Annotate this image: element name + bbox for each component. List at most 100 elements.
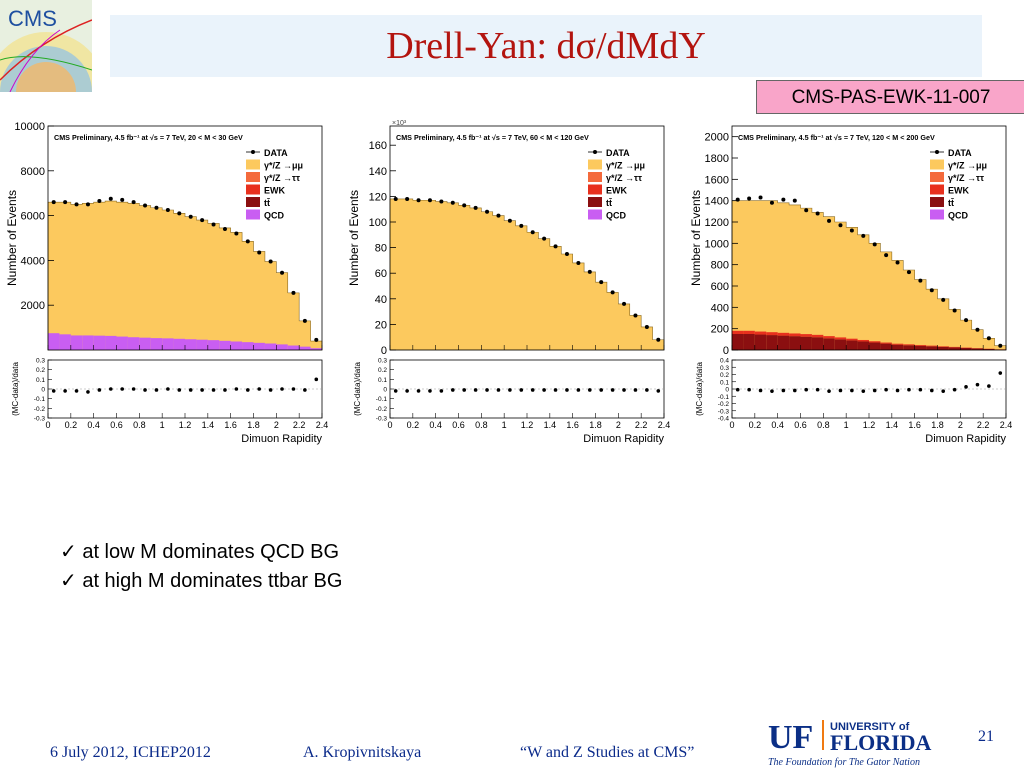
bg-bar-ewk	[754, 331, 767, 335]
ratio-y-tick-label: -0.2	[718, 401, 730, 408]
legend-swatch	[588, 172, 602, 182]
ratio-point	[781, 388, 786, 393]
data-point	[485, 209, 490, 214]
ratio-point	[280, 387, 284, 391]
data-point	[599, 280, 604, 285]
ratio-point	[565, 388, 569, 392]
cms-logo: CMS	[0, 0, 92, 92]
bg-bar-ttbar	[983, 348, 995, 350]
ratio-point	[815, 387, 820, 392]
data-point	[257, 250, 262, 255]
chart-header: CMS Preliminary, 4.5 fb⁻¹ at √s = 7 TeV,…	[738, 133, 935, 142]
x-tick-label: 0.8	[475, 420, 488, 430]
data-point	[108, 196, 113, 201]
data-point	[769, 200, 774, 205]
y-tick-label: 600	[711, 281, 729, 293]
ratio-y-axis-label: (MC-data)/data	[695, 362, 704, 416]
ratio-point	[907, 387, 911, 392]
ratio-y-axis-label: (MC-data)/data	[353, 362, 362, 416]
chart-header: CMS Preliminary, 4.5 fb⁻¹ at √s = 7 TeV,…	[396, 133, 589, 142]
ratio-point	[303, 388, 307, 392]
uf-logo-mark: UF	[768, 719, 813, 756]
bg-bar-qcd	[185, 339, 197, 350]
bg-bar-ttbar	[766, 335, 778, 350]
ratio-y-tick-label: 0	[383, 387, 387, 394]
legend-swatch	[246, 184, 260, 195]
y-tick-label: 160	[369, 140, 387, 152]
legend-label: EWK	[606, 186, 627, 196]
ratio-point	[462, 388, 467, 392]
data-point	[268, 259, 273, 264]
footer-author: A. Kropivnitskaya	[303, 744, 422, 761]
ratio-point	[645, 388, 649, 392]
legend-data-marker	[593, 150, 597, 154]
y-tick-label: 0	[381, 345, 387, 357]
x-tick-label: 1.8	[589, 420, 602, 430]
y-tick-label: 800	[711, 260, 729, 272]
uf-logo-tagline: The Foundation for The Gator Nation	[768, 757, 920, 768]
bg-bar-ewk	[732, 330, 744, 334]
bg-bar-qcd	[162, 338, 174, 350]
legend-swatch	[588, 159, 602, 170]
bg-bar-qcd	[230, 341, 243, 350]
legend-label: γ*/Z →μμ	[948, 161, 987, 171]
bg-bar-ttbar	[823, 338, 835, 350]
ratio-y-tick-label: -0.3	[718, 408, 730, 415]
x-tick-label: 2	[958, 420, 963, 430]
x-tick-label: 0	[729, 420, 734, 430]
bg-bar-qcd	[173, 338, 185, 350]
chart-header: CMS Preliminary, 4.5 fb⁻¹ at √s = 7 TeV,…	[54, 133, 243, 142]
legend-label: DATA	[264, 148, 288, 158]
bg-bar-ewk	[903, 344, 915, 346]
bg-bar-ttbar	[846, 340, 858, 350]
x-tick-label: 2.2	[635, 420, 648, 430]
bg-bar-ttbar	[971, 348, 984, 350]
ratio-point	[998, 371, 1003, 375]
data-point	[200, 218, 205, 223]
data-point	[302, 318, 307, 323]
data-point	[131, 200, 136, 205]
uf-logo-line1: UNIVERSITY of	[830, 721, 910, 733]
legend-swatch	[930, 209, 944, 220]
ratio-point	[519, 388, 524, 392]
ratio-point	[975, 382, 980, 387]
bg-bar-qcd	[207, 340, 220, 350]
bg-bar-ewk	[811, 334, 824, 338]
page-number: 21	[978, 728, 994, 745]
ratio-point	[200, 388, 204, 392]
data-point	[120, 197, 125, 202]
ratio-point	[758, 388, 763, 393]
x-tick-label: 0	[387, 420, 392, 430]
ratio-y-tick-label: -0.1	[718, 394, 730, 401]
data-point	[553, 244, 558, 249]
bg-bar-qcd	[59, 334, 71, 350]
legend-label: EWK	[948, 186, 969, 196]
ratio-point	[450, 388, 455, 392]
legend-label: EWK	[264, 186, 285, 196]
x-tick-label: 1	[160, 420, 165, 430]
y-tick-label: 80	[375, 243, 387, 255]
data-point	[644, 324, 649, 329]
ratio-point	[633, 388, 638, 392]
data-point	[564, 252, 569, 256]
x-tick-label: 0.6	[794, 420, 807, 430]
bg-bar-ttbar	[926, 346, 938, 350]
bg-bar-ttbar	[811, 337, 824, 350]
bg-bar-qcd	[276, 344, 288, 350]
data-point	[165, 208, 170, 212]
y-tick-label: 4000	[21, 255, 45, 267]
legend-swatch	[246, 209, 260, 220]
ratio-point	[599, 388, 604, 392]
y-tick-label: 40	[375, 294, 387, 306]
data-point	[280, 270, 285, 275]
ratio-point	[827, 389, 831, 393]
ratio-point	[74, 389, 79, 393]
bg-bar-ewk	[823, 336, 835, 339]
legend-swatch	[588, 197, 602, 207]
bg-bar-qcd	[116, 336, 128, 350]
bg-bar-qcd	[287, 345, 300, 350]
ratio-y-tick-label: -0.2	[376, 406, 388, 413]
bg-bar-ewk	[743, 330, 755, 334]
data-point	[815, 211, 820, 216]
